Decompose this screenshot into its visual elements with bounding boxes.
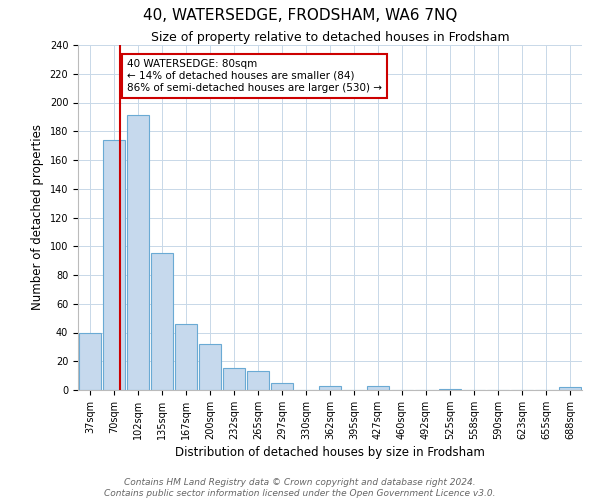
Bar	[199, 344, 221, 390]
Bar	[439, 388, 461, 390]
Text: 40, WATERSEDGE, FRODSHAM, WA6 7NQ: 40, WATERSEDGE, FRODSHAM, WA6 7NQ	[143, 8, 457, 22]
Text: 40 WATERSEDGE: 80sqm
← 14% of detached houses are smaller (84)
86% of semi-detac: 40 WATERSEDGE: 80sqm ← 14% of detached h…	[127, 60, 382, 92]
Bar	[247, 372, 269, 390]
Y-axis label: Number of detached properties: Number of detached properties	[31, 124, 44, 310]
Bar	[319, 386, 341, 390]
Bar	[223, 368, 245, 390]
Bar	[367, 386, 389, 390]
Bar	[79, 332, 101, 390]
X-axis label: Distribution of detached houses by size in Frodsham: Distribution of detached houses by size …	[175, 446, 485, 459]
Bar	[151, 254, 173, 390]
Text: Contains HM Land Registry data © Crown copyright and database right 2024.
Contai: Contains HM Land Registry data © Crown c…	[104, 478, 496, 498]
Bar	[103, 140, 125, 390]
Bar	[271, 383, 293, 390]
Bar	[559, 387, 581, 390]
Bar	[175, 324, 197, 390]
Bar	[127, 116, 149, 390]
Title: Size of property relative to detached houses in Frodsham: Size of property relative to detached ho…	[151, 31, 509, 44]
